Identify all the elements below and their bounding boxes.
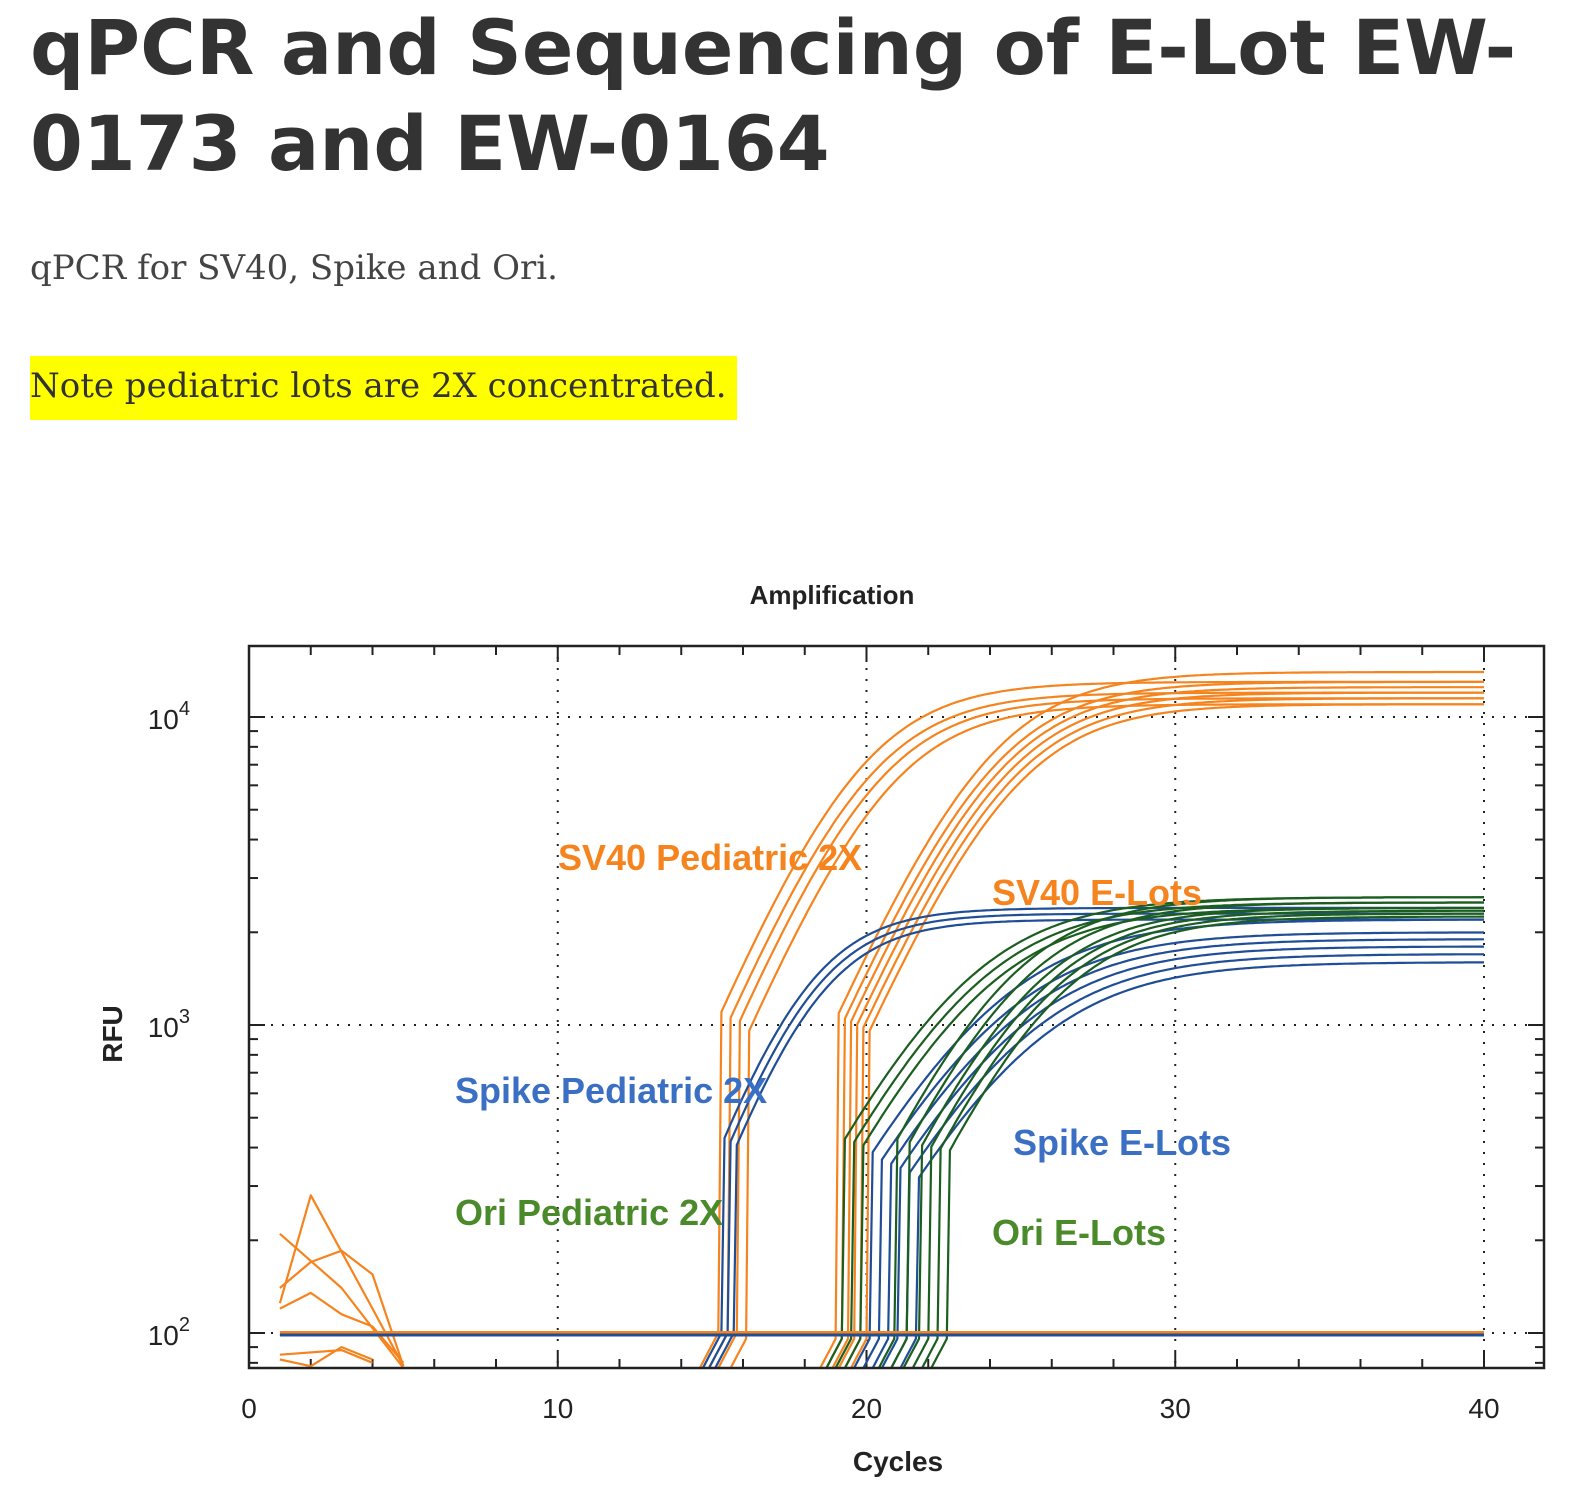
axis-ticks: 0 10 20 30 40 102 103 104 [148,646,1544,1424]
series-line [877,896,1484,1369]
annotations: SV40 Pediatric 2X SV40 E-Lots Spike Pediat… [455,837,1231,1253]
noise-trace [279,1345,373,1368]
page-title: qPCR and Sequencing of E-Lot EW-0173 and… [30,3,1517,188]
y-axis-label: RFU [97,1005,128,1063]
series-line [698,680,1484,1369]
page-subtitle: qPCR for SV40, Spike and Ori. [30,248,558,288]
x-tick-label-0: 0 [241,1393,257,1424]
annotation-label: SV40 Pediatric 2X [558,837,862,878]
series-line [871,938,1484,1369]
highlighted-note: Note pediatric lots are 2X concentrated. [30,356,737,420]
noise-trace [279,1348,373,1364]
y-tick-label-1000: 103 [148,1006,190,1043]
series-line [825,680,1484,1369]
series-line [708,691,1484,1369]
series-line [930,915,1484,1369]
noise-trace [279,1249,405,1367]
x-axis-label: Cycles [853,1446,943,1477]
series-line [921,912,1484,1369]
annotation-label: Ori Pediatric 2X [455,1192,723,1233]
series-line [899,961,1484,1369]
noise-trace [279,1232,405,1369]
series-lines [278,670,1485,1369]
series-line [819,670,1484,1369]
amplification-chart: Amplification Cycles RFU 0 10 20 30 40 102 103… [97,580,1546,1477]
series-line [843,697,1484,1369]
annotation-label: Spike E-Lots [1013,1122,1231,1163]
plot-frame [247,644,1546,1370]
series-line [890,901,1484,1369]
series-line [890,953,1485,1369]
series-line [850,703,1484,1369]
series-line [837,691,1484,1369]
y-tick-label-10000: 104 [148,698,190,735]
series-line [911,909,1484,1369]
chart-title: Amplification [750,580,915,610]
x-tick-label-30: 30 [1160,1393,1191,1424]
series-line [717,697,1484,1369]
x-tick-label-20: 20 [851,1393,882,1424]
y-tick-label-100: 102 [148,1314,190,1351]
annotation-label: Ori E-Lots [992,1212,1166,1253]
noise-trace [279,1291,405,1364]
x-tick-label-40: 40 [1468,1393,1499,1424]
series-line [902,906,1484,1369]
x-tick-label-10: 10 [542,1393,573,1424]
annotation-label: Spike Pediatric 2X [455,1070,767,1111]
series-line [831,686,1484,1369]
annotation-label: SV40 E-Lots [992,872,1202,913]
